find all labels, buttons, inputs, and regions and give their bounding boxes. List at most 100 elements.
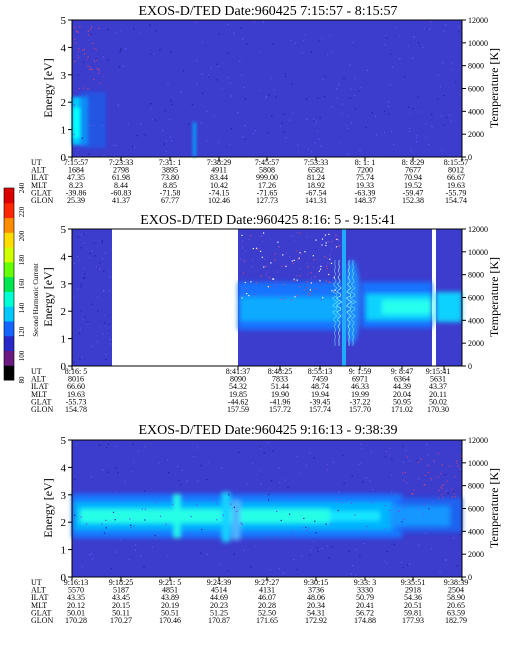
panel-3-ytick-label: 1 xyxy=(61,545,67,557)
panel-2-y2tick-label: 6000 xyxy=(468,294,484,303)
noise-dot xyxy=(360,87,362,89)
noise-dot xyxy=(384,456,386,458)
noise-dot xyxy=(347,127,349,129)
noise-dot xyxy=(241,74,243,76)
noise-dot xyxy=(267,442,269,444)
noise-dot xyxy=(402,506,405,508)
noise-dot xyxy=(180,91,182,93)
noise-dot xyxy=(200,552,202,554)
noise-dot xyxy=(441,494,443,496)
noise-dot xyxy=(132,145,134,148)
noise-dot xyxy=(115,551,117,553)
noise-dot xyxy=(428,28,431,30)
noise-dot xyxy=(292,263,294,265)
noise-dot xyxy=(222,514,224,516)
noise-dot xyxy=(99,268,101,270)
noise-dot xyxy=(87,321,89,323)
noise-dot xyxy=(358,90,360,92)
noise-dot xyxy=(244,287,246,289)
panel-2-ytick-label: 0 xyxy=(61,361,67,373)
panel-1-table-cell: 127.73 xyxy=(256,196,278,205)
noise-dot xyxy=(188,123,190,125)
colorbar-frame xyxy=(3,187,15,381)
noise-dot xyxy=(362,481,364,483)
panel-2-table-cell: -37.22 xyxy=(350,397,371,406)
noise-dot xyxy=(246,483,248,485)
noise-dot xyxy=(418,508,420,510)
panel-1-table-cell: 83.44 xyxy=(210,173,228,182)
noise-dot xyxy=(442,62,444,64)
noise-dot xyxy=(314,120,316,122)
noise-dot xyxy=(459,534,461,536)
panel-3-table-cell: 9:18:25 xyxy=(109,578,133,587)
panel-1-table-cell: 81.24 xyxy=(307,173,325,182)
noise-dot xyxy=(410,150,412,152)
colorbar-tick-label: 80 xyxy=(18,376,26,384)
panel-2-y2tick-label: 0 xyxy=(468,362,472,371)
colorbar-ticks: 80 100 120 140 160 180 200 220 240 xyxy=(18,182,26,383)
noise-dot xyxy=(306,118,308,120)
noise-dot xyxy=(240,258,242,260)
noise-dot xyxy=(353,94,355,96)
noise-dot xyxy=(149,53,152,55)
panel-3-table-cell: 54.36 xyxy=(404,593,422,602)
noise-dot xyxy=(93,59,95,61)
noise-dot xyxy=(458,31,460,33)
panel-2-table-cell: 157.70 xyxy=(349,405,371,414)
panel-2-ytick-label: 3 xyxy=(61,279,67,291)
noise-dot xyxy=(246,293,248,295)
noise-dot xyxy=(323,236,325,238)
panel-3-table-cell: 43.89 xyxy=(161,593,179,602)
noise-dot xyxy=(206,553,208,555)
noise-dot xyxy=(76,30,78,32)
panel-1-low-energy-halo xyxy=(80,92,106,148)
panel-1-plot xyxy=(71,19,463,158)
noise-dot xyxy=(421,44,423,46)
noise-dot xyxy=(327,241,330,243)
noise-dot xyxy=(440,115,442,117)
panel-2-y2tick-label: 8000 xyxy=(468,271,484,280)
noise-dot xyxy=(83,48,85,50)
noise-dot xyxy=(296,295,298,297)
panel-1-table-cell: 8.85 xyxy=(163,181,177,190)
panel-2-ytick-label: 2 xyxy=(61,306,67,318)
panel-3-table-cell: 59.81 xyxy=(404,608,422,617)
noise-dot xyxy=(442,483,445,486)
noise-dot xyxy=(171,140,173,142)
noise-dot xyxy=(202,92,204,94)
noise-dot xyxy=(343,482,345,484)
noise-dot xyxy=(323,292,325,294)
panel-2-table-cell: 9: 1:59 xyxy=(349,367,371,376)
noise-dot xyxy=(251,266,253,268)
panel-1-table-cell: 75.74 xyxy=(356,173,374,182)
panel-1-table-cell: 7:15:57 xyxy=(64,158,88,167)
noise-dot xyxy=(444,474,446,476)
noise-dot xyxy=(233,553,235,555)
panel-1-table-cell: 141.31 xyxy=(305,196,327,205)
noise-dot xyxy=(244,125,246,127)
noise-dot xyxy=(314,520,316,522)
noise-dot xyxy=(347,115,349,117)
noise-dot xyxy=(309,294,311,296)
noise-dot xyxy=(307,287,309,289)
panel-2-table-cell: 51.44 xyxy=(271,382,289,391)
noise-dot xyxy=(82,87,85,89)
noise-dot xyxy=(269,277,271,279)
noise-dot xyxy=(388,113,390,115)
noise-dot xyxy=(73,104,75,106)
panel-1-table-cell: 19.52 xyxy=(404,181,422,190)
noise-dot xyxy=(245,250,247,252)
panel-2-table-cell: 8:55:13 xyxy=(308,367,332,376)
noise-dot xyxy=(105,527,107,529)
noise-dot xyxy=(162,130,164,132)
colorbar-swatch xyxy=(4,217,14,233)
noise-dot xyxy=(384,44,386,46)
noise-dot xyxy=(102,333,104,335)
noise-dot xyxy=(450,120,452,122)
panel-2-table-cell: 157.59 xyxy=(227,405,249,414)
panel-1-ytick-label: 3 xyxy=(61,70,67,82)
noise-dot xyxy=(283,113,285,115)
noise-dot xyxy=(91,68,93,71)
panel-3-y2tick-label: 0 xyxy=(468,573,472,582)
noise-dot xyxy=(229,82,231,84)
